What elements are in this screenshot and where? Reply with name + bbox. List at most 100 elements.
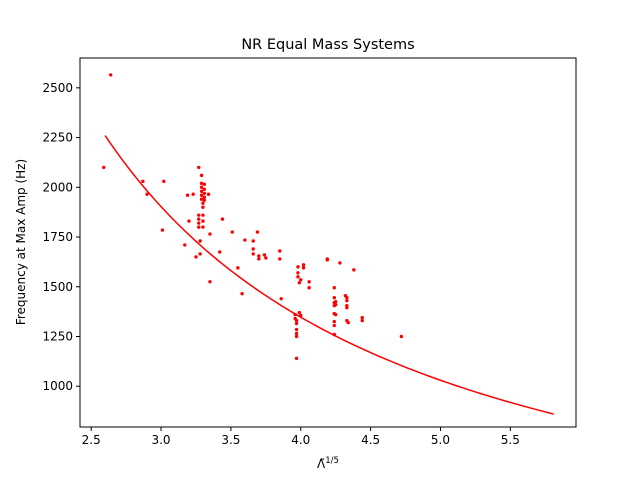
data-point <box>102 165 106 170</box>
data-point <box>332 286 336 290</box>
data-point <box>202 198 207 202</box>
data-point <box>201 219 205 223</box>
x-tick-label: 4.0 <box>291 433 310 447</box>
data-point <box>199 181 204 186</box>
data-point <box>297 281 302 285</box>
data-point <box>333 302 338 307</box>
data-point <box>220 217 225 221</box>
data-point <box>338 261 342 265</box>
data-point <box>332 296 336 300</box>
data-point <box>198 252 202 256</box>
plot-frame <box>79 57 577 428</box>
data-point <box>202 182 207 187</box>
plot-area <box>102 73 554 415</box>
data-point <box>236 266 240 270</box>
x-axis-label-exponent: 1/5 <box>325 456 339 466</box>
data-point <box>278 249 282 253</box>
data-point <box>345 296 349 300</box>
y-tick-label: 1250 <box>42 329 73 343</box>
data-point <box>264 256 268 260</box>
data-point <box>109 73 113 77</box>
x-axis: 2.5 3.0 3.5 4.0 4.5 5.0 5.5 <box>82 427 520 447</box>
x-tick-label: 3.0 <box>151 433 170 447</box>
data-point <box>199 197 204 201</box>
data-point <box>197 221 201 225</box>
data-point <box>202 187 207 191</box>
data-point <box>201 225 205 229</box>
data-point <box>296 271 300 275</box>
data-point <box>297 310 302 315</box>
data-point <box>345 305 349 310</box>
x-tick-label: 2.5 <box>82 433 101 447</box>
data-point <box>399 334 404 339</box>
data-point <box>141 179 145 184</box>
y-axis: 1000 1250 1500 1750 2000 2250 2500 <box>42 81 80 393</box>
data-point <box>197 225 201 229</box>
data-point <box>360 315 364 320</box>
x-axis-label-base: Λ̃ <box>317 457 326 471</box>
chart-title: NR Equal Mass Systems <box>241 37 414 53</box>
data-point <box>191 192 195 196</box>
x-tick-label: 4.5 <box>361 433 380 447</box>
data-point <box>352 268 356 272</box>
data-point <box>201 201 205 205</box>
data-point <box>230 230 234 234</box>
data-point <box>278 257 282 261</box>
data-point <box>208 232 212 236</box>
data-point <box>296 275 300 279</box>
data-point <box>299 278 303 282</box>
y-tick-label: 2500 <box>42 81 73 95</box>
x-tick-label: 5.5 <box>501 433 520 447</box>
data-point <box>206 192 211 196</box>
x-tick-label: 3.5 <box>221 433 240 447</box>
data-point <box>187 219 191 223</box>
data-point <box>160 228 165 232</box>
data-point <box>251 247 255 251</box>
data-point <box>325 258 330 262</box>
data-point <box>208 280 212 284</box>
data-point <box>197 165 201 170</box>
x-axis-label: Λ̃1/5 <box>317 456 339 471</box>
data-point <box>345 298 349 303</box>
data-point <box>296 265 300 269</box>
data-point <box>251 239 255 243</box>
data-point <box>294 331 299 336</box>
data-point <box>251 252 255 256</box>
data-point <box>346 320 350 325</box>
data-point <box>201 205 205 209</box>
data-point <box>197 217 201 221</box>
data-point <box>262 253 267 257</box>
data-point <box>294 321 299 326</box>
data-point <box>199 189 204 193</box>
data-point <box>202 195 207 199</box>
data-point <box>243 238 247 242</box>
data-point <box>255 230 260 234</box>
data-point <box>198 239 202 243</box>
data-point <box>201 213 205 217</box>
data-point <box>301 263 306 267</box>
data-point <box>199 173 204 178</box>
data-point <box>279 296 283 301</box>
data-point <box>162 179 166 184</box>
data-point <box>294 318 299 323</box>
data-point <box>199 193 204 197</box>
data-point <box>257 254 261 258</box>
data-point <box>294 356 299 361</box>
data-point <box>194 255 198 259</box>
data-point <box>294 334 299 339</box>
y-tick-label: 1000 <box>42 379 73 393</box>
data-point <box>307 280 311 284</box>
data-point <box>183 243 187 247</box>
data-point <box>145 192 149 196</box>
data-point <box>332 323 336 328</box>
data-point <box>202 191 207 195</box>
fit-line <box>104 135 554 415</box>
data-point <box>333 312 338 317</box>
data-point <box>333 299 338 304</box>
data-point <box>332 319 336 324</box>
data-point <box>185 193 190 197</box>
data-point <box>197 213 201 217</box>
y-tick-label: 2250 <box>42 131 73 145</box>
data-point <box>257 257 261 261</box>
